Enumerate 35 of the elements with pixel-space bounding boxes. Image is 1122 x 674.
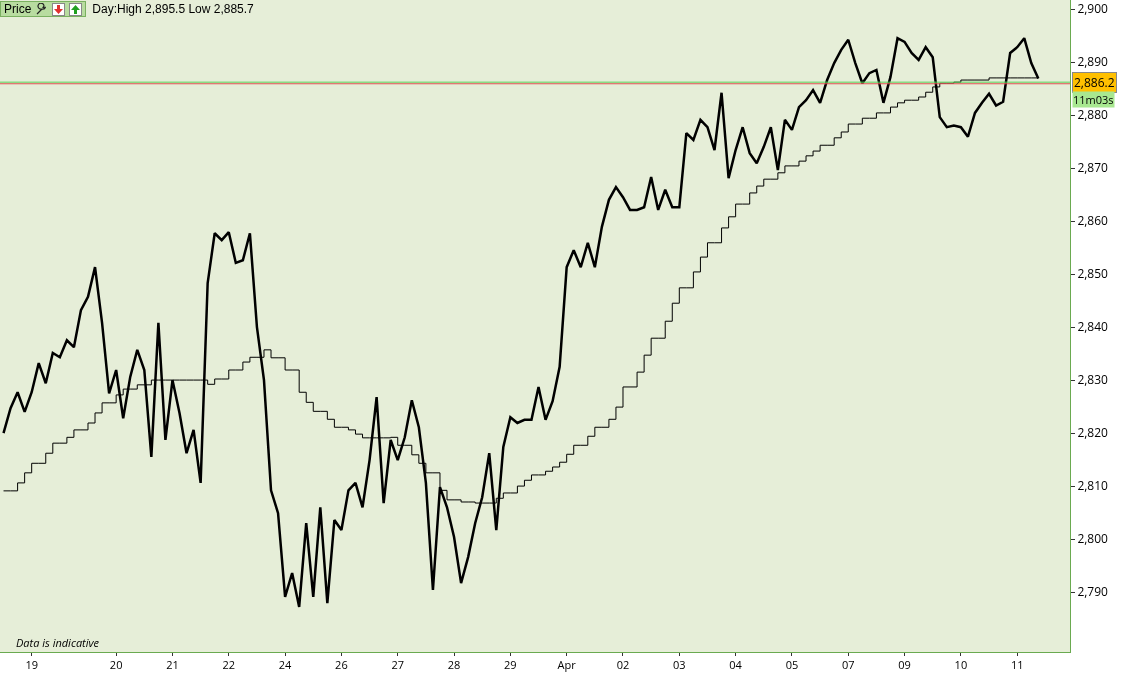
- x-tick-label: 07: [841, 657, 855, 673]
- x-tick-label: 10: [954, 657, 968, 673]
- y-tick-label: 2,830: [1077, 371, 1109, 389]
- y-tick-label: 2,850: [1077, 265, 1109, 283]
- y-tick-label: 2,860: [1077, 212, 1109, 230]
- x-tick-label: 21: [166, 657, 179, 673]
- y-tick-label: 2,870: [1077, 159, 1109, 177]
- x-tick-label: Apr: [557, 657, 577, 673]
- x-tick-label: 03: [673, 657, 686, 673]
- y-tick-label: 2,790: [1077, 583, 1109, 601]
- text: 11m03s: [1073, 92, 1114, 107]
- x-tick-label: 09: [898, 657, 911, 673]
- y-tick-label: 2,800: [1077, 530, 1109, 548]
- x-tick-label: 22: [222, 657, 236, 673]
- x-tick-label: 11: [1010, 657, 1024, 673]
- annotation: Data is indicative: [16, 635, 100, 650]
- y-tick-label: 2,900: [1077, 0, 1109, 18]
- x-tick-label: 26: [335, 657, 348, 673]
- y-tick-label: 2,890: [1077, 53, 1109, 71]
- y-tick-label: 2,880: [1077, 106, 1109, 124]
- x-tick-label: 05: [785, 657, 799, 673]
- chart-title: Price: [4, 2, 32, 16]
- x-tick-label: 20: [109, 657, 123, 673]
- chart-subtitle: Day:High 2,895.5 Low 2,885.7: [91, 2, 254, 16]
- x-tick-label: 02: [616, 657, 630, 673]
- ref-line-label: 2,886.2: [1074, 74, 1115, 91]
- x-tick-label: 24: [278, 657, 293, 673]
- x-tick-label: 27: [391, 657, 405, 673]
- x-tick-label: 29: [504, 657, 517, 673]
- x-tick-label: 28: [447, 657, 461, 673]
- x-tick-label: 04: [729, 657, 743, 673]
- x-tick-label: 19: [25, 657, 38, 673]
- y-tick-label: 2,810: [1077, 477, 1109, 495]
- y-tick-label: 2,840: [1077, 318, 1109, 336]
- y-tick-label: 2,820: [1077, 424, 1109, 442]
